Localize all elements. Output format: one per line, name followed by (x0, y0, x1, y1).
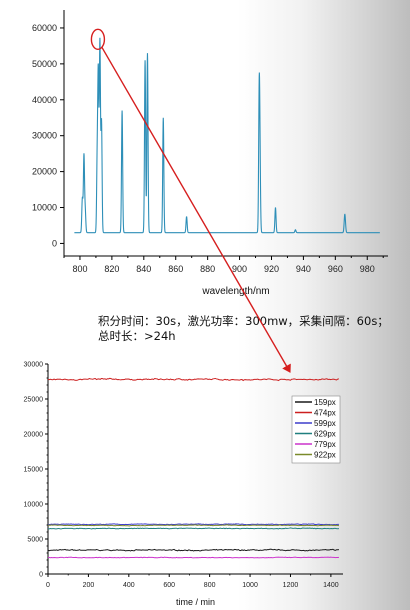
series-line-474px (47, 377, 340, 382)
y-tick-label: 5000 (27, 537, 43, 544)
spectrum-ticks: 0 10000 20000 30000 40000 50000 60000 800 820 840… (32, 23, 384, 274)
legend-label: 629px (314, 430, 336, 439)
x-tick-label: 980 (360, 264, 375, 274)
y-tick-label: 0 (39, 572, 43, 579)
spectrum-line (74, 37, 380, 234)
y-tick-label: 15000 (24, 467, 44, 474)
legend-label: 159px (314, 398, 336, 407)
x-tick-label: 400 (123, 582, 135, 589)
legend-label: 599px (314, 419, 336, 428)
x-tick-label: 800 (204, 582, 216, 589)
spectrum-axes (63, 10, 388, 257)
y-tick-label: 25000 (24, 397, 44, 404)
x-tick-label: 200 (83, 582, 95, 589)
x-tick-label: 1400 (323, 582, 339, 589)
y-tick-label: 40000 (32, 95, 57, 105)
spectrum-x-axis-title: wavelength/nm (201, 286, 269, 297)
y-tick-label: 10000 (32, 203, 57, 213)
spectrum-chart: 0 10000 20000 30000 40000 50000 60000 800 820 840… (32, 10, 388, 297)
x-tick-label: 1200 (283, 582, 299, 589)
x-tick-label: 860 (168, 264, 183, 274)
x-tick-label: 0 (46, 582, 50, 589)
time-series-chart: 0 5000 10000 15000 20000 25000 30000 0 200 400 600… (24, 362, 343, 607)
time-series-x-axis-title: time / min (176, 597, 215, 607)
x-tick-label: 900 (232, 264, 247, 274)
x-tick-label: 840 (136, 264, 151, 274)
x-tick-label: 800 (72, 264, 87, 274)
x-tick-label: 920 (264, 264, 279, 274)
y-tick-label: 60000 (32, 23, 57, 33)
series-line-599px (47, 523, 339, 526)
legend-label: 922px (314, 451, 336, 460)
y-tick-label: 10000 (24, 502, 44, 509)
series-line-922px (47, 524, 340, 527)
y-tick-label: 20000 (24, 432, 44, 439)
legend-label: 474px (314, 409, 336, 418)
y-tick-label: 20000 (32, 167, 57, 177)
x-tick-label: 880 (200, 264, 215, 274)
legend-box (291, 395, 341, 464)
y-tick-label: 30000 (24, 362, 44, 369)
x-tick-label: 960 (328, 264, 343, 274)
x-tick-label: 1000 (242, 582, 258, 589)
time-series-lines (47, 377, 340, 559)
series-line-159px (47, 548, 340, 552)
time-series-axes (47, 364, 343, 575)
x-tick-label: 940 (296, 264, 311, 274)
series-line-779px (47, 556, 340, 559)
time-series-ticks: 0 5000 10000 15000 20000 25000 30000 0 200 400 600… (24, 362, 339, 590)
y-tick-label: 0 (52, 238, 57, 248)
y-tick-label: 30000 (32, 131, 57, 141)
y-tick-label: 50000 (32, 59, 57, 69)
x-tick-label: 820 (104, 264, 119, 274)
series-line-629px (47, 527, 339, 530)
x-tick-label: 600 (163, 582, 175, 589)
legend-label: 779px (314, 440, 336, 449)
